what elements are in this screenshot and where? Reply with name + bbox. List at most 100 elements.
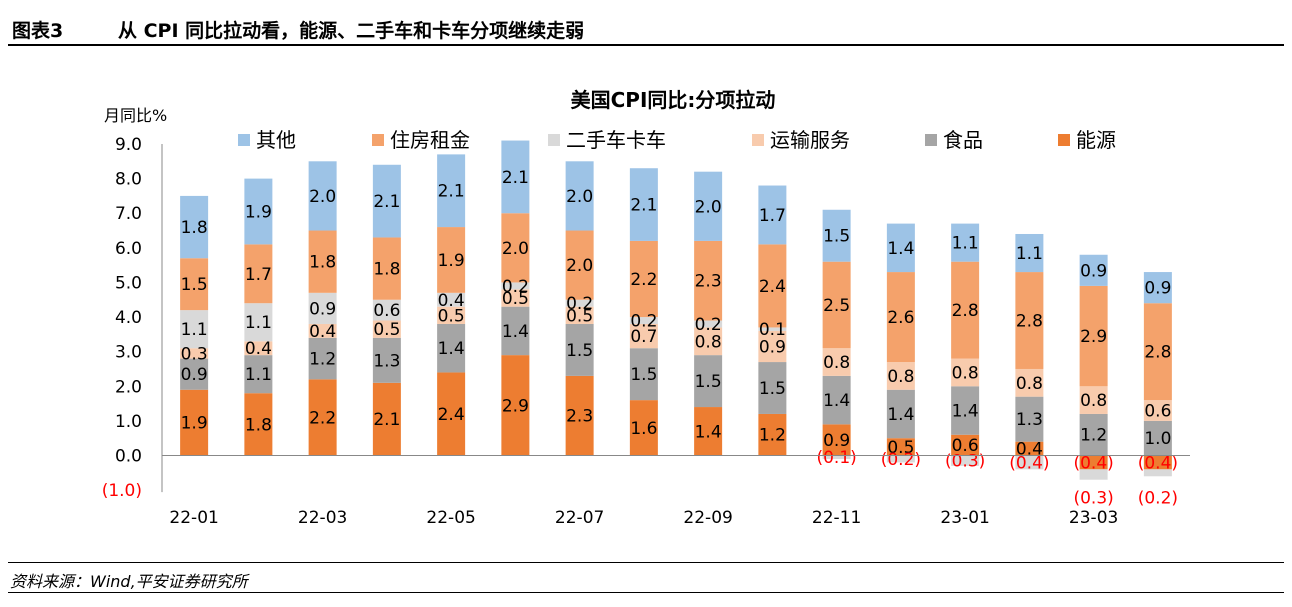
y-tick-label: 9.0 bbox=[115, 135, 142, 155]
bar-食品-22-12 bbox=[886, 389, 915, 439]
data-label-住房租金-22-05: 1.9 bbox=[438, 251, 465, 271]
data-label-住房租金-23-02: 2.8 bbox=[1016, 312, 1043, 332]
data-label-其他-23-04: 0.9 bbox=[1144, 279, 1171, 299]
legend-swatch-1 bbox=[372, 134, 384, 146]
y-axis-label: 月同比% bbox=[104, 106, 167, 125]
bar-二手车卡车-22-03 bbox=[308, 292, 337, 324]
bar-食品-23-04 bbox=[1143, 420, 1172, 456]
bar-食品-23-01 bbox=[951, 386, 980, 435]
data-label-运输服务-23-02: 0.8 bbox=[1016, 374, 1043, 394]
bar-运输服务-22-10 bbox=[758, 330, 787, 363]
data-label-住房租金-22-01: 1.5 bbox=[181, 275, 208, 295]
y-tick-label: 1.0 bbox=[115, 412, 142, 432]
bar-能源-22-04 bbox=[372, 382, 401, 456]
legend-swatch-0 bbox=[238, 134, 250, 146]
bar-其他-22-03 bbox=[308, 161, 337, 231]
x-tick-label: 22-01 bbox=[169, 508, 218, 528]
legend-label-5: 能源 bbox=[1076, 128, 1116, 152]
data-label-其他-22-08: 2.1 bbox=[630, 196, 657, 216]
data-label-住房租金-22-09: 2.3 bbox=[695, 272, 722, 292]
data-label-其他-22-06: 2.1 bbox=[502, 168, 529, 188]
bar-其他-22-09 bbox=[694, 171, 723, 241]
bar-其他-22-04 bbox=[372, 164, 401, 238]
x-tick-label: 22-05 bbox=[426, 508, 475, 528]
bar-食品-22-11 bbox=[822, 375, 851, 425]
data-label-能源-22-08: 1.6 bbox=[630, 419, 657, 439]
bar-运输服务-22-11 bbox=[822, 348, 851, 376]
bar-运输服务-22-02 bbox=[244, 341, 273, 356]
bar-二手车卡车-22-01 bbox=[180, 310, 209, 349]
data-label-住房租金-22-04: 1.8 bbox=[373, 260, 400, 280]
bar-运输服务-23-04 bbox=[1143, 400, 1172, 421]
y-tick-label: 8.0 bbox=[115, 170, 142, 190]
data-label-二手车卡车-22-07: 0.2 bbox=[566, 294, 593, 314]
bar-住房租金-22-07 bbox=[565, 230, 594, 300]
data-label-住房租金-22-06: 2.0 bbox=[502, 239, 529, 259]
data-label-其他-22-01: 1.8 bbox=[181, 218, 208, 238]
bar-住房租金-22-01 bbox=[180, 258, 209, 311]
bar-住房租金-22-02 bbox=[244, 244, 273, 304]
bar-运输服务-22-04 bbox=[372, 320, 401, 338]
data-label-其他-22-03: 2.0 bbox=[309, 187, 336, 207]
data-label-二手车卡车-22-09: 0.2 bbox=[695, 315, 722, 335]
bar-运输服务-22-09 bbox=[694, 327, 723, 356]
bar-其他-22-08 bbox=[629, 168, 658, 241]
data-label-能源-23-03: (0.4) bbox=[1073, 453, 1113, 473]
data-label-二手车卡车-23-03: (0.3) bbox=[1073, 488, 1113, 508]
data-label-住房租金-22-07: 2.0 bbox=[566, 256, 593, 276]
data-label-能源-23-02: 0.4 bbox=[1016, 440, 1043, 460]
x-tick-label: 22-09 bbox=[683, 508, 732, 528]
bar-能源-23-01 bbox=[951, 434, 980, 456]
data-label-能源-22-03: 2.2 bbox=[309, 408, 336, 428]
bar-其他-22-01 bbox=[180, 195, 209, 259]
legend-swatch-2 bbox=[548, 134, 560, 146]
legend-swatch-5 bbox=[1058, 134, 1070, 146]
bar-其他-22-06 bbox=[501, 140, 530, 214]
data-label-二手车卡车-22-02: 1.1 bbox=[245, 313, 272, 333]
figure-number: 图表3 bbox=[12, 20, 64, 42]
data-label-运输服务-22-05: 0.5 bbox=[438, 306, 465, 326]
data-label-二手车卡车-22-08: 0.2 bbox=[630, 312, 657, 332]
bar-其他-22-02 bbox=[244, 178, 273, 245]
data-label-住房租金-22-12: 2.6 bbox=[887, 308, 914, 328]
data-label-食品-22-04: 1.3 bbox=[373, 351, 400, 371]
bar-能源-22-10 bbox=[758, 413, 787, 456]
data-label-其他-23-02: 1.1 bbox=[1016, 244, 1043, 264]
data-label-住房租金-23-03: 2.9 bbox=[1080, 327, 1107, 347]
bar-能源-22-11 bbox=[822, 424, 851, 456]
data-label-能源-22-11: 0.9 bbox=[823, 431, 850, 451]
legend-label-1: 住房租金 bbox=[390, 128, 470, 152]
data-label-二手车卡车-22-11: (0.1) bbox=[816, 448, 856, 468]
data-label-二手车卡车-22-05: 0.4 bbox=[438, 291, 465, 311]
bar-二手车卡车-22-09 bbox=[694, 320, 723, 328]
bar-运输服务-23-03 bbox=[1079, 386, 1108, 414]
bar-能源-22-12 bbox=[886, 438, 915, 456]
data-label-运输服务-23-04: 0.6 bbox=[1144, 402, 1171, 422]
bar-其他-22-11 bbox=[822, 209, 851, 262]
bar-食品-22-05 bbox=[437, 323, 466, 373]
bar-食品-23-02 bbox=[1015, 396, 1044, 442]
bar-运输服务-22-07 bbox=[565, 306, 594, 324]
bar-能源-22-01 bbox=[180, 389, 209, 456]
data-label-二手车卡车-22-03: 0.9 bbox=[309, 299, 336, 319]
y-tick-label: 7.0 bbox=[115, 204, 142, 224]
data-label-其他-22-09: 2.0 bbox=[695, 197, 722, 217]
data-label-食品-22-12: 1.4 bbox=[887, 405, 914, 425]
bar-其他-22-10 bbox=[758, 185, 787, 245]
data-label-二手车卡车-22-04: 0.6 bbox=[373, 301, 400, 321]
data-label-食品-22-03: 1.2 bbox=[309, 350, 336, 370]
legend-swatch-3 bbox=[752, 134, 764, 146]
data-label-能源-22-12: 0.5 bbox=[887, 438, 914, 458]
data-label-二手车卡车-23-02: (0.4) bbox=[1009, 453, 1049, 473]
bar-能源-22-07 bbox=[565, 375, 594, 456]
bar-住房租金-22-12 bbox=[886, 272, 915, 363]
x-tick-label: 22-07 bbox=[555, 508, 604, 528]
bar-二手车卡车-22-10 bbox=[758, 327, 787, 331]
bar-其他-23-03 bbox=[1079, 254, 1108, 286]
bar-住房租金-22-11 bbox=[822, 261, 851, 349]
bar-二手车卡车-22-05 bbox=[437, 292, 466, 307]
bar-住房租金-23-04 bbox=[1143, 303, 1172, 401]
bar-二手车卡车-23-01 bbox=[951, 455, 980, 466]
bar-能源-22-06 bbox=[501, 355, 530, 456]
x-tick-label: 23-01 bbox=[940, 508, 989, 528]
